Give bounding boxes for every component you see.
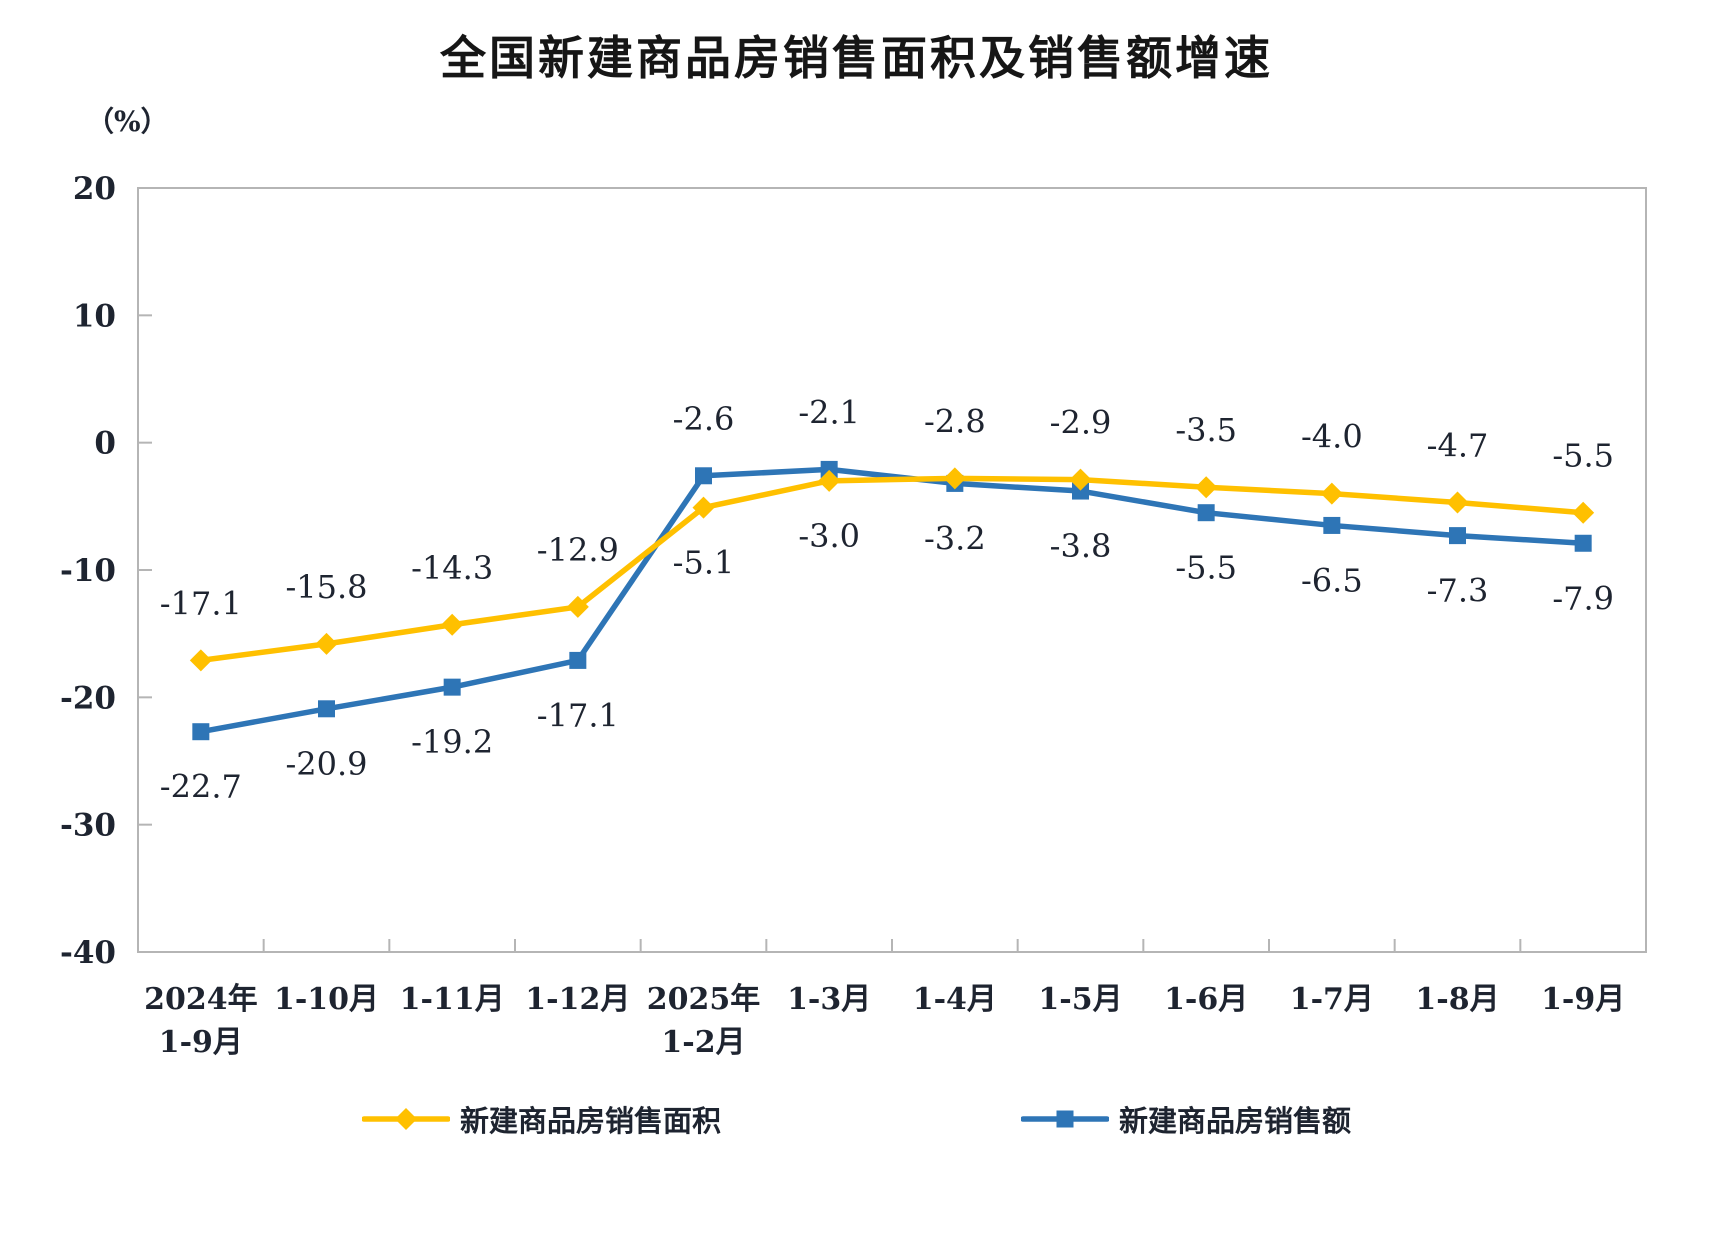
legend-item-sales-area: 新建商品房销售面积: [361, 1098, 721, 1140]
data-label-top: -15.8: [285, 568, 367, 606]
legend-marker: [1056, 1110, 1074, 1128]
legend: 新建商品房销售面积 新建商品房销售额: [0, 1098, 1713, 1140]
legend-label-sales-amount: 新建商品房销售额: [1119, 1104, 1352, 1138]
marker-square: [1449, 527, 1466, 545]
data-label-top: -17.1: [160, 584, 242, 622]
x-axis-label: 1-8月: [1415, 982, 1499, 1017]
data-label-bottom: -5.1: [673, 544, 735, 582]
x-axis-label: 1-6月: [1164, 982, 1248, 1017]
marker-diamond: [1446, 491, 1469, 514]
x-axis-label: 2024年: [144, 982, 258, 1017]
chart-title: 全国新建商品房销售面积及销售额增速: [440, 32, 1273, 84]
y-axis-tick-label: -30: [60, 808, 116, 844]
legend-label-sales-area: 新建商品房销售面积: [459, 1104, 721, 1138]
y-axis-tick-label: 0: [94, 426, 116, 462]
marker-diamond: [566, 595, 589, 618]
marker-diamond: [818, 469, 841, 492]
marker-diamond: [1572, 501, 1595, 524]
data-label-top: -2.1: [798, 393, 860, 431]
x-axis-label: 1-11月: [400, 982, 505, 1017]
legend-marker: [394, 1108, 417, 1130]
data-label-bottom: -5.5: [1175, 549, 1237, 587]
x-axis-label: 2025年: [647, 982, 761, 1017]
marker-square: [443, 678, 461, 696]
legend-swatch-sales-amount: [1021, 1110, 1109, 1128]
data-label-bottom: -20.9: [285, 745, 367, 783]
data-label-bottom: -19.2: [411, 723, 493, 761]
data-label-bottom: -3.8: [1050, 527, 1112, 565]
marker-diamond: [315, 632, 338, 655]
y-axis-tick-label: 10: [73, 298, 116, 334]
marker-square: [1574, 534, 1592, 552]
y-axis-tick-label: 20: [73, 171, 116, 207]
data-label-bottom: -3.0: [798, 517, 860, 555]
y-axis-unit-label: （%）: [86, 105, 169, 138]
marker-square: [1323, 516, 1341, 534]
series-line-sales-amount: [198, 466, 1586, 735]
marker-diamond: [1320, 482, 1343, 505]
data-label-top: -3.5: [1175, 411, 1237, 449]
data-label-bottom: -7.9: [1552, 579, 1614, 617]
marker-square: [569, 651, 587, 669]
x-axis-label: 1-7月: [1290, 982, 1374, 1017]
marker-square: [1072, 482, 1089, 500]
data-label-top: -2.9: [1050, 404, 1112, 442]
x-axis-label: 1-9月: [1541, 982, 1625, 1017]
marker-square: [695, 467, 712, 485]
data-label-bottom: -6.5: [1301, 561, 1363, 599]
marker-diamond: [692, 496, 715, 519]
x-axis-label: 1-4月: [913, 982, 997, 1017]
series-line-sales-area: [198, 475, 1586, 664]
x-axis-label: 1-5月: [1038, 982, 1122, 1017]
legend-swatch-sales-area: [361, 1108, 450, 1130]
x-axis-label: 1-12月: [525, 982, 630, 1017]
marker-square: [192, 723, 210, 741]
x-axis-label: 1-3月: [787, 982, 871, 1017]
data-label-top: -14.3: [411, 549, 493, 587]
y-axis-tick-label: -40: [60, 935, 116, 971]
marker-diamond: [1069, 468, 1092, 491]
marker-diamond: [441, 613, 464, 636]
data-label-top: -2.8: [924, 402, 986, 440]
data-label-top: -4.7: [1427, 427, 1489, 465]
marker-square: [318, 700, 335, 718]
data-label-top: -12.9: [537, 531, 619, 569]
marker-diamond: [189, 649, 212, 672]
data-label-bottom: -17.1: [537, 696, 619, 734]
x-axis-label: 1-10月: [274, 982, 379, 1017]
data-label-bottom: -7.3: [1427, 572, 1489, 610]
data-label-top: -2.6: [673, 400, 735, 438]
x-axis-label: 1-9月: [159, 1025, 243, 1060]
x-axis-label: 1-2月: [661, 1025, 745, 1060]
marker-square: [820, 460, 838, 478]
legend-item-sales-amount: 新建商品房销售额: [1021, 1098, 1351, 1140]
data-label-bottom: -3.2: [924, 519, 986, 557]
data-label-bottom: -22.7: [160, 768, 242, 806]
y-axis-tick-label: -10: [60, 553, 116, 589]
data-label-top: -4.0: [1301, 418, 1363, 456]
y-axis-tick-label: -20: [60, 680, 116, 716]
series-sales-amount: [192, 460, 1592, 741]
series-sales-area: [189, 467, 1595, 672]
marker-diamond: [1195, 476, 1218, 499]
marker-square: [1197, 504, 1215, 522]
marker-diamond: [943, 467, 966, 490]
data-label-top: -5.5: [1552, 437, 1614, 475]
